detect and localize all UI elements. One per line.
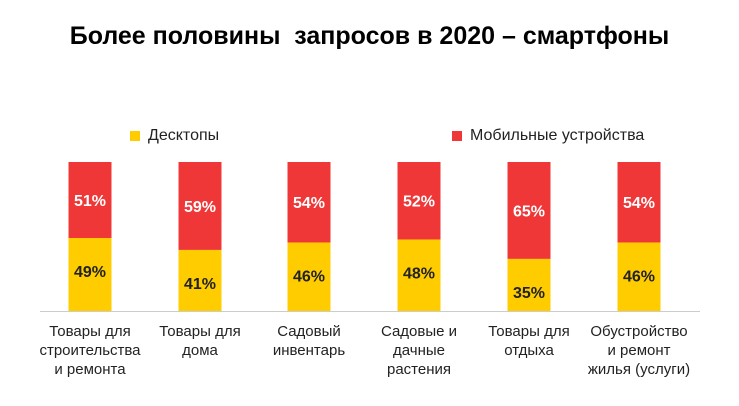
category-label-line: и ремонта [54,361,126,378]
data-label-mobile-0: 51% [74,193,106,210]
data-label-desktops-1: 41% [184,276,216,293]
category-label-line: Обустройство [590,323,688,340]
data-label-desktops-2: 46% [293,268,325,285]
bar-segment-desktops-0 [68,237,112,311]
bar-segment-desktops-3 [397,239,441,311]
category-label-line: отдыха [504,342,554,359]
data-label-mobile-4: 65% [513,203,545,220]
bar-segment-mobile-5 [617,162,661,243]
bar-segment-mobile-0 [68,162,112,238]
category-label-line: Товары для [159,323,241,340]
data-label-mobile-1: 59% [184,199,216,216]
category-label-line: Садовый [277,323,341,340]
category-label-line: и ремонт [607,342,671,359]
category-label-line: растения [386,361,451,378]
bar-segment-mobile-3 [397,162,441,240]
category-label-4: Товары для отдыха [469,322,589,360]
bar-segment-desktops-2 [287,242,331,311]
category-label-0: Товары для строительства и ремонта [30,322,150,379]
bar-segment-desktops-5 [617,242,661,311]
legend-item-mobile: Мобильные устройства [452,127,644,145]
data-label-desktops-4: 35% [513,285,545,302]
bar-segment-desktops-4 [507,258,551,311]
chart-title: Более половины запросов в 2020 – смартфо… [69,22,670,50]
category-label-line: Садовые и [380,323,458,340]
data-label-desktops-0: 49% [74,264,106,281]
category-label-3: Садовые и дачные растения [359,322,479,379]
data-label-desktops-5: 46% [623,268,655,285]
bar-segment-mobile-1 [178,162,222,250]
category-label-line: жилья (услуги) [587,361,691,378]
legend-swatch-desktops [130,131,140,141]
bar-segment-desktops-1 [178,249,222,311]
legend-label-desktops: Десктопы [148,127,220,144]
legend-label-mobile: Мобильные устройства [470,127,645,144]
category-label-5: Обустройство и ремонт жилья (услуги) [579,322,699,379]
category-label-line: дачные [393,342,445,359]
legend-item-desktops: Десктопы [130,127,219,145]
data-label-mobile-3: 52% [403,194,435,211]
category-label-line: строительства [39,342,141,359]
category-label-line: дома [182,342,218,359]
bar-segment-mobile-4 [507,162,551,259]
data-label-mobile-5: 54% [623,195,655,212]
data-label-desktops-3: 48% [403,265,435,282]
category-label-line: Товары для [49,323,131,340]
category-label-line: инвентарь [272,342,346,359]
category-label-1: Товары для дома [140,322,260,360]
data-label-mobile-2: 54% [293,195,325,212]
category-label-2: Садовый инвентарь [249,322,369,360]
legend-swatch-mobile [452,131,462,141]
bar-segment-mobile-2 [287,162,331,243]
category-label-line: Товары для [488,323,570,340]
